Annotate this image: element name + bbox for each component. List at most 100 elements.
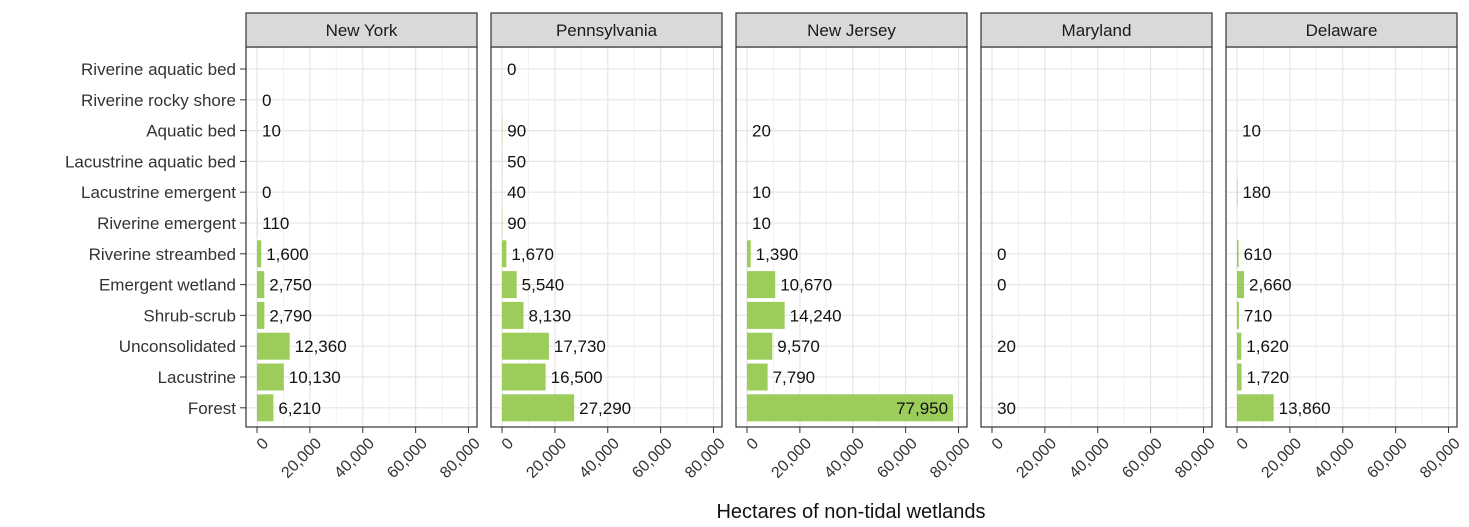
bar [747,301,785,329]
panel-background [981,47,1212,427]
category-label: Riverine rocky shore [81,91,236,110]
panel-new-jersey: 20 10 10 1,390 10,670 14,240 9,570 7,790 77,950 N… [735,12,974,482]
x-tick-label: 0 [1234,435,1252,453]
facet-strip-label: Delaware [1306,21,1378,40]
category-label: Lacustrine [158,368,236,387]
bar [1237,271,1245,299]
bar [257,363,284,391]
x-tick-label: 80,000 [1417,435,1464,482]
data-label: 1,620 [1246,337,1289,356]
data-label: 17,730 [554,337,606,356]
data-label: 9,570 [777,337,820,356]
bar [257,271,265,299]
data-label: 10 [1242,122,1261,141]
bar [502,394,575,422]
data-label: 610 [1244,245,1272,264]
data-label: 6,210 [278,399,321,418]
x-tick-label: 0 [254,435,272,453]
data-label: 90 [507,214,526,233]
panel-new-york: 0 10 0 110 1,600 2,750 2,790 12,360 10,130 6,210 N… [245,12,484,482]
x-tick-label: 80,000 [437,435,484,482]
data-label: 10 [752,214,771,233]
data-label: 1,670 [511,245,554,264]
data-label: 30 [997,399,1016,418]
data-label: 2,750 [269,276,312,295]
data-label: 110 [262,214,289,233]
x-tick-label: 60,000 [1364,435,1411,482]
x-tick-label: 40,000 [821,435,868,482]
panel-background [246,47,477,427]
bar [1237,332,1242,360]
data-label: 1,720 [1247,368,1290,387]
data-label: 40 [507,183,526,202]
data-label: 0 [997,276,1006,295]
category-label: Lacustrine emergent [81,183,236,202]
bar [502,301,524,329]
x-tick-label: 80,000 [927,435,974,482]
facet-strip-label: New Jersey [807,21,896,40]
data-label: 710 [1244,306,1272,325]
x-tick-label: 40,000 [1311,435,1358,482]
panel-maryland: 0 0 20 30 Maryland 0 20,000 40,000 60,000 80,000 [980,12,1219,482]
data-label: 90 [507,122,526,141]
facet-strip [245,12,478,48]
data-label: 180 [1242,183,1270,202]
data-label: 10 [752,183,771,202]
data-label: 0 [997,245,1006,264]
bar [257,332,290,360]
data-label: 16,500 [551,368,603,387]
data-label: 27,290 [579,399,631,418]
data-label: 20 [997,337,1016,356]
x-tick-label: 20,000 [523,435,570,482]
bar [747,332,773,360]
category-label: Unconsolidated [119,337,236,356]
category-axis: Riverine aquatic bed Riverine rocky shore… [65,60,246,418]
x-tick-label: 20,000 [768,435,815,482]
panel-background [736,47,967,427]
x-tick-label: 60,000 [629,435,676,482]
category-label: Lacustrine aquatic bed [65,152,236,171]
facet-strip-label: Maryland [1062,21,1132,40]
data-label: 12,360 [295,337,347,356]
panels-layer: 0 10 0 110 1,600 2,750 2,790 12,360 10,130 6,210 N… [245,12,1464,482]
data-label: 77,950 [896,399,948,418]
facet-strip [490,12,723,48]
x-tick-label: 40,000 [1066,435,1113,482]
x-tick-label: 20,000 [1013,435,1060,482]
x-tick-label: 80,000 [1172,435,1219,482]
data-label: 8,130 [528,306,571,325]
facet-strip-label: Pennsylvania [556,21,658,40]
panel-background [1226,47,1457,427]
bar [1237,301,1239,329]
data-label: 50 [507,152,526,171]
data-label: 10,130 [289,368,341,387]
category-label: Riverine streambed [89,245,236,264]
data-label: 10,670 [780,276,832,295]
bar [257,394,274,422]
x-tick-label: 40,000 [576,435,623,482]
bar [1237,394,1274,422]
data-label: 5,540 [522,276,565,295]
facet-strip [980,12,1213,48]
data-label: 20 [752,122,771,141]
bar [502,271,517,299]
facet-strip [1225,12,1458,48]
data-label: 1,600 [266,245,309,264]
bar [502,332,549,360]
x-tick-label: 20,000 [278,435,325,482]
x-tick-label: 20,000 [1258,435,1305,482]
category-label: Riverine emergent [97,214,236,233]
data-label: 0 [507,60,516,79]
bar [747,271,776,299]
x-tick-label: 0 [989,435,1007,453]
data-label: 7,790 [773,368,816,387]
panel-pennsylvania: 0 90 50 40 90 1,670 5,540 8,130 17,730 16,500 27,2… [490,12,729,482]
bar [257,240,262,268]
data-label: 2,790 [269,306,312,325]
bar [502,363,546,391]
category-label: Shrub-scrub [143,306,236,325]
panel-delaware: 10 180 610 2,660 710 1,620 1,720 13,860 Delaware… [1225,12,1464,482]
bar [747,240,751,268]
bar [502,240,507,268]
